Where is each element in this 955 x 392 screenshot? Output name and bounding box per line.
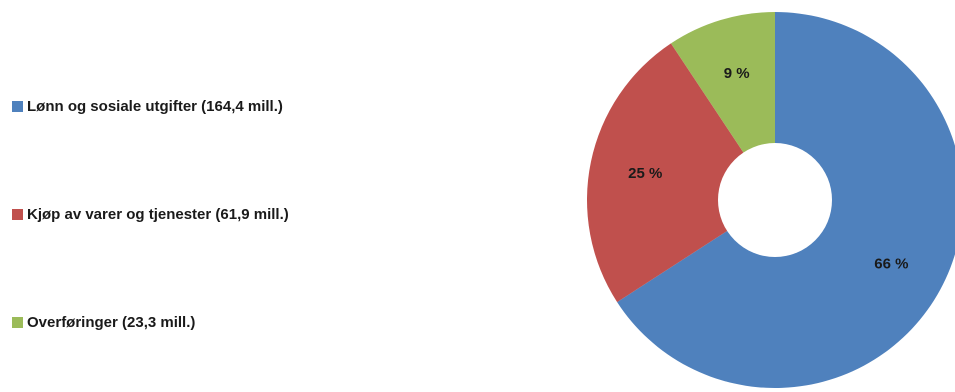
slice-label-lonn: 66 % xyxy=(874,255,908,272)
legend-item-overforinger: Overføringer (23,3 mill.) xyxy=(12,314,195,331)
legend-swatch-kjop xyxy=(12,209,23,220)
legend-label-lonn: Lønn og sosiale utgifter (164,4 mill.) xyxy=(27,98,283,115)
legend-label-overforinger: Overføringer (23,3 mill.) xyxy=(27,314,196,331)
pie-slice-kjop xyxy=(586,43,775,303)
legend-swatch-lonn xyxy=(12,101,23,112)
slice-label-kjop: 25 % xyxy=(628,165,662,182)
donut-hole xyxy=(718,143,832,257)
legend-label-kjop: Kjøp av varer og tjenester (61,9 mill.) xyxy=(27,206,289,223)
chart-legend: Lønn og sosiale utgifter (164,4 mill.) K… xyxy=(12,98,289,331)
legend-swatch-overforinger xyxy=(12,317,23,328)
legend-item-lonn: Lønn og sosiale utgifter (164,4 mill.) xyxy=(12,98,283,115)
legend-item-kjop: Kjøp av varer og tjenester (61,9 mill.) xyxy=(12,206,289,223)
slice-label-overforinger: 9 % xyxy=(724,65,750,82)
